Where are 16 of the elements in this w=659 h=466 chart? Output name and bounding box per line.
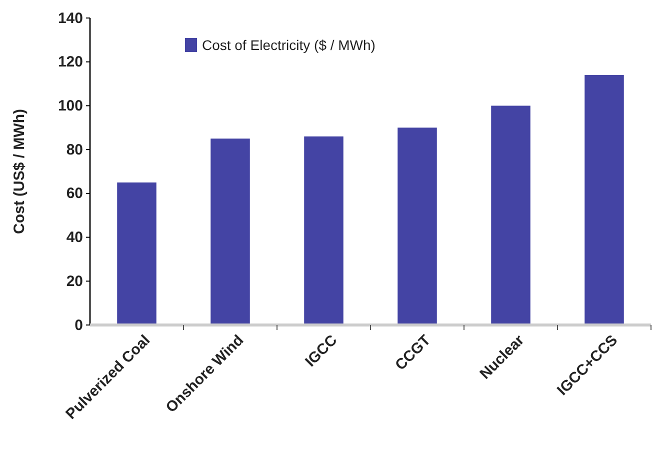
y-tick-label: 20 xyxy=(66,272,83,290)
y-tick-label: 40 xyxy=(66,229,83,246)
bar xyxy=(584,75,624,325)
y-tick-label: 60 xyxy=(66,185,83,202)
y-tick-label: 120 xyxy=(58,54,83,71)
y-tick-label: 80 xyxy=(66,141,83,158)
y-tick-label: 0 xyxy=(74,316,83,334)
y-tick-label: 140 xyxy=(58,10,83,27)
bar xyxy=(210,138,250,325)
bar xyxy=(304,136,344,325)
bar xyxy=(117,182,156,325)
y-axis-title: Cost (US$ / MWh) xyxy=(11,109,28,234)
y-tick-label: 100 xyxy=(58,98,83,115)
legend-label: Cost of Electricity ($ / MWh) xyxy=(202,37,376,53)
bar xyxy=(398,128,437,325)
bar xyxy=(491,106,530,325)
